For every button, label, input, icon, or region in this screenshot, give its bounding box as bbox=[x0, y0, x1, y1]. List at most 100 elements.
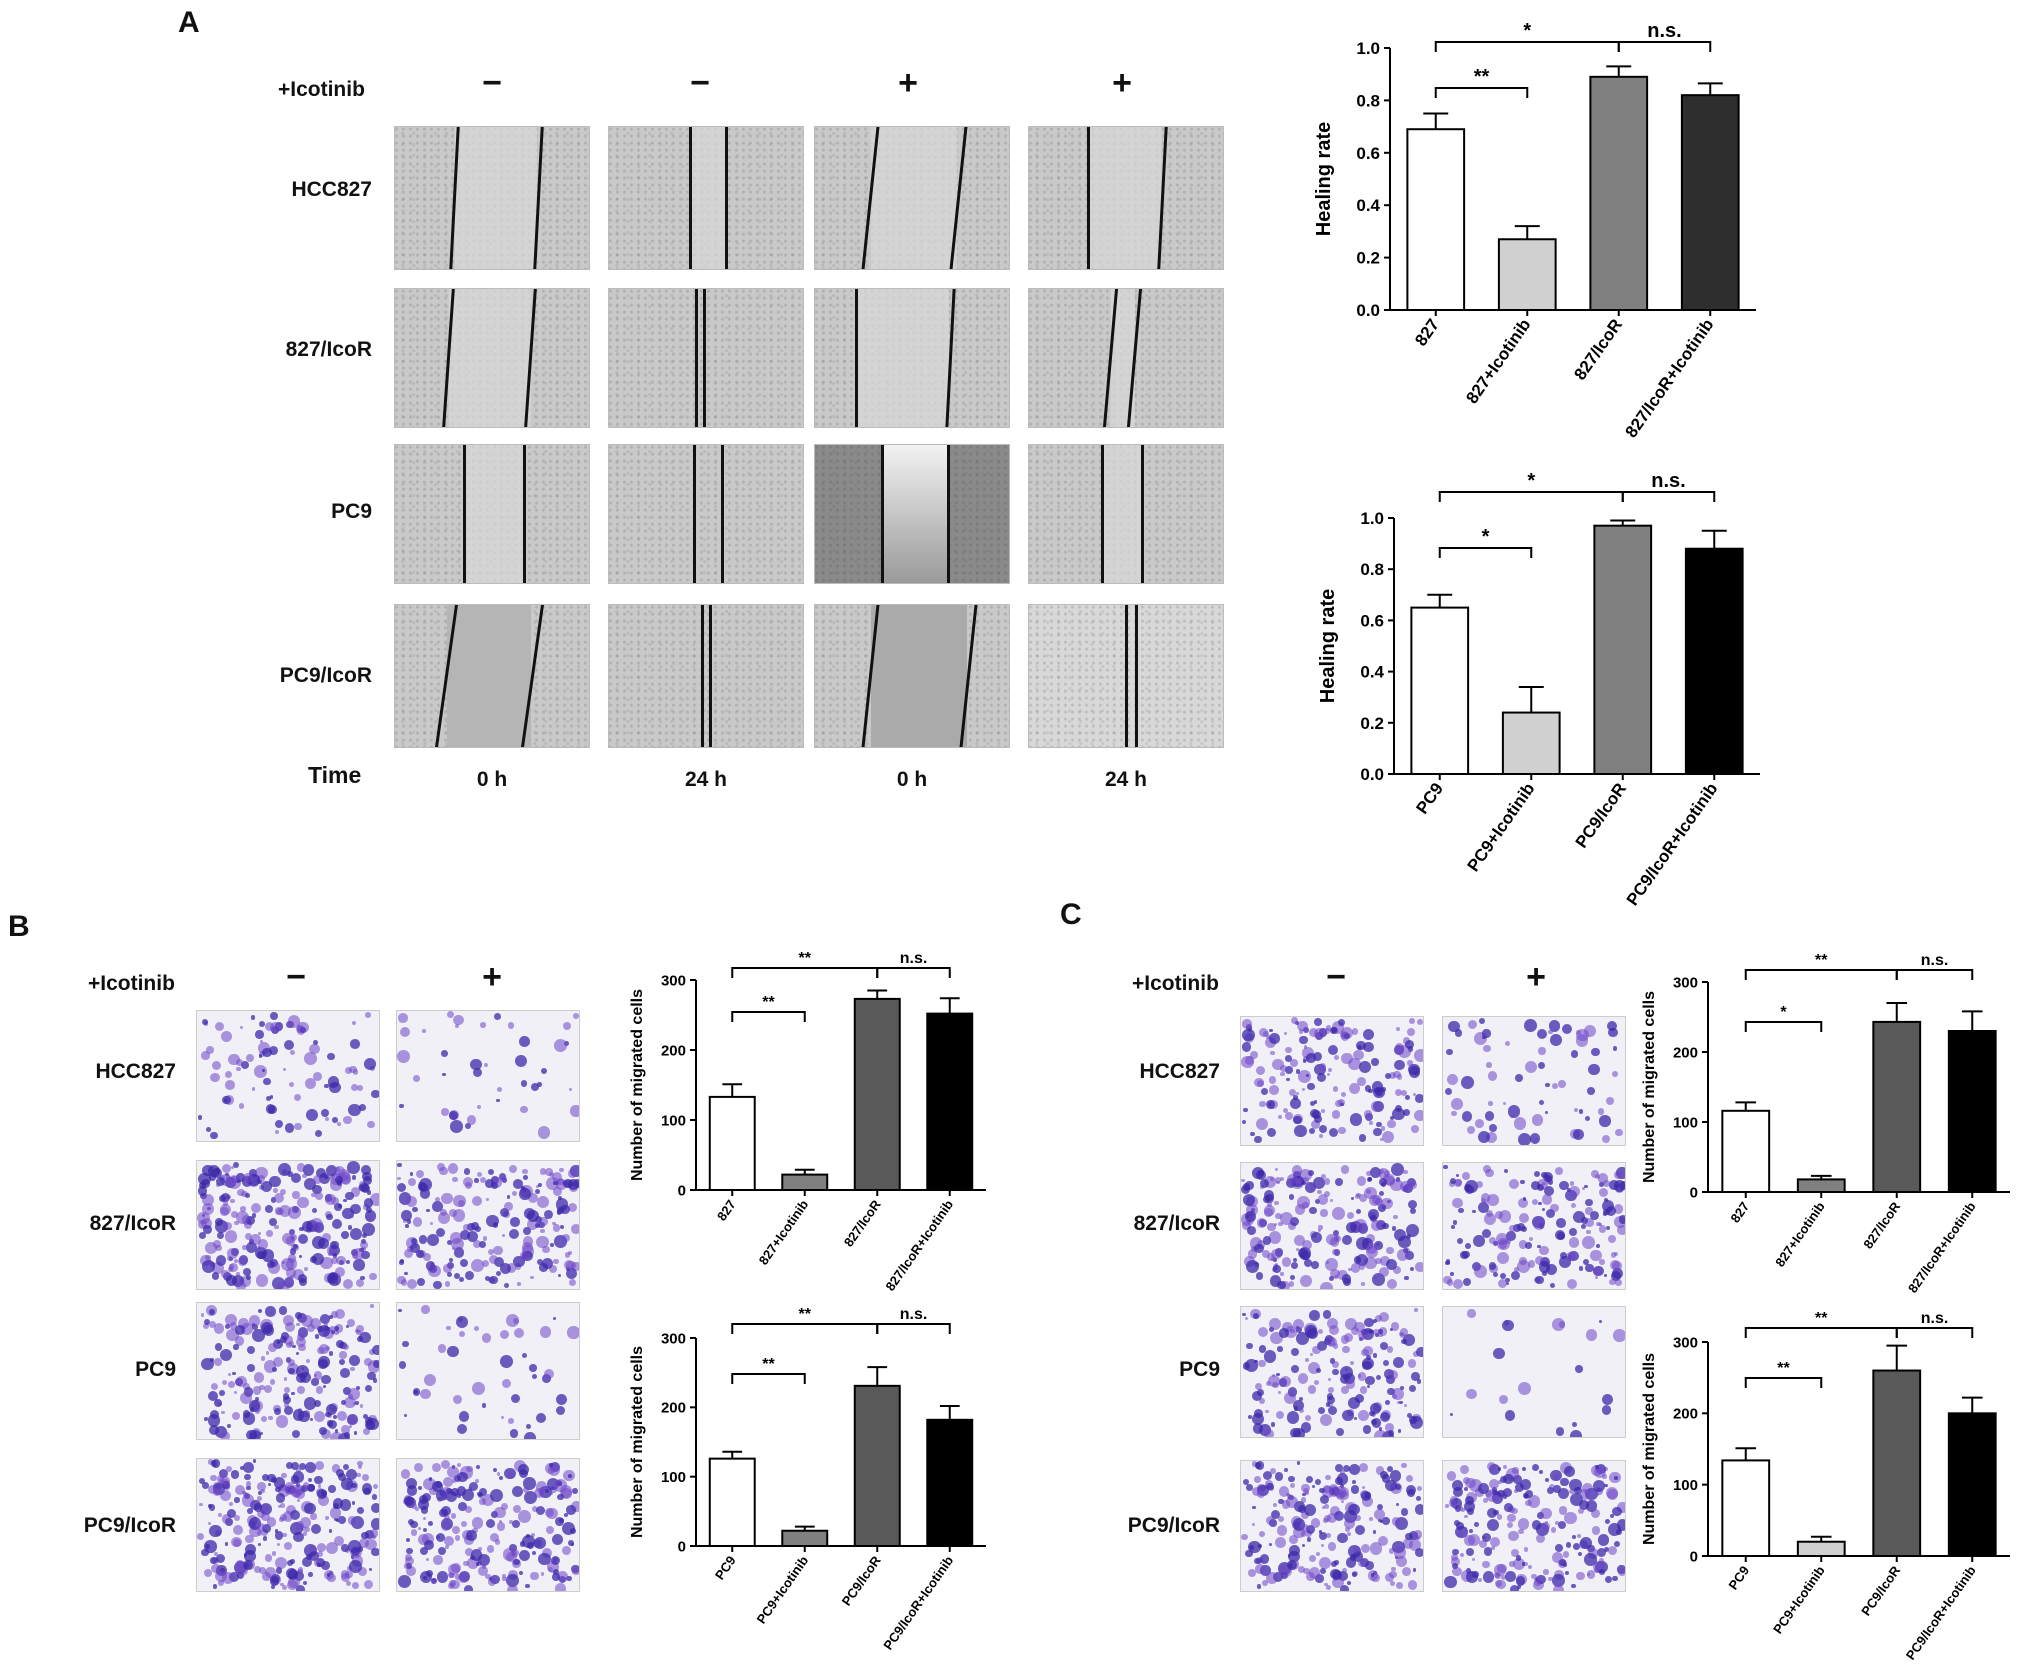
chart-C1: 0 100 200 300 Number of migrated cells 827 827… bbox=[1641, 952, 2010, 1296]
significance-label: ** bbox=[799, 1306, 812, 1323]
panel-a-row-hcc827: HCC827 bbox=[291, 178, 372, 201]
significance-label: ** bbox=[799, 950, 812, 967]
significance-bracket bbox=[1434, 87, 1529, 98]
category-label: PC9+Icotinib bbox=[1770, 1563, 1828, 1636]
category-label: PC9 bbox=[1412, 779, 1447, 817]
chart-A1: 0.0 0.2 0.4 0.6 0.8 1.0 Healing rate 827 827+Ico… bbox=[1313, 20, 1756, 441]
category-label: PC9/IcoR bbox=[839, 1553, 884, 1609]
bar bbox=[1947, 1030, 1997, 1193]
bar bbox=[1796, 1178, 1846, 1194]
panel-b-letter: B bbox=[8, 910, 30, 943]
category-label: PC9/IcoR bbox=[1572, 779, 1630, 851]
category-label: 827/IcoR bbox=[1860, 1199, 1903, 1252]
category-label: PC9 bbox=[1725, 1563, 1752, 1592]
chart-B2: 0 100 200 300 Number of migrated cells PC9 PC9… bbox=[629, 1306, 986, 1653]
significance-bracket bbox=[1744, 1021, 1823, 1032]
category-label: 827/IcoR bbox=[1570, 315, 1626, 383]
scratch-image bbox=[1028, 604, 1224, 748]
significance-bracket bbox=[731, 1373, 806, 1384]
y-tick-label: 0.6 bbox=[1356, 144, 1380, 163]
panel-c-row-pc9-icor: PC9/IcoR bbox=[1127, 1514, 1220, 1537]
category-label: PC9+Icotinib bbox=[1464, 779, 1539, 875]
y-axis-label: Number of migrated cells bbox=[1641, 1353, 1658, 1545]
y-tick-label: 300 bbox=[661, 972, 686, 989]
y-tick-label: 0.0 bbox=[1356, 301, 1380, 320]
transwell-image bbox=[1240, 1306, 1424, 1438]
bar bbox=[1872, 1020, 1922, 1194]
category-label: 827+Icotinib bbox=[756, 1197, 812, 1267]
significance-bracket bbox=[1744, 969, 1898, 980]
y-tick-label: 300 bbox=[1673, 1334, 1698, 1351]
significance-label: * bbox=[1523, 20, 1531, 42]
panel-a-row-pc9: PC9 bbox=[331, 500, 372, 523]
significance-bracket bbox=[1744, 1327, 1898, 1338]
category-label: 827/IcoR bbox=[841, 1197, 884, 1250]
bar bbox=[1721, 1109, 1771, 1194]
bar bbox=[1947, 1412, 1997, 1558]
scratch-image bbox=[814, 288, 1010, 428]
significance-label: n.s. bbox=[900, 1306, 928, 1323]
panel-a-time-label: Time bbox=[308, 762, 362, 788]
significance-label: * bbox=[1780, 1004, 1787, 1021]
significance-bracket bbox=[1895, 969, 1974, 980]
transwell-image bbox=[396, 1458, 580, 1592]
significance-label: n.s. bbox=[1647, 20, 1681, 42]
significance-label: ** bbox=[1815, 952, 1828, 969]
bar bbox=[926, 1418, 974, 1548]
panel-a-row-827-icor: 827/IcoR bbox=[285, 338, 372, 361]
panel-a-row-pc9-icor: PC9/IcoR bbox=[279, 664, 372, 687]
category-label: PC9 bbox=[712, 1553, 739, 1582]
y-axis-label: Healing rate bbox=[1317, 589, 1339, 703]
y-tick-label: 0.8 bbox=[1360, 560, 1384, 579]
bar bbox=[1796, 1540, 1846, 1557]
scratch-image bbox=[814, 444, 1010, 584]
panel-c-sign-2: + bbox=[1526, 958, 1546, 996]
significance-bracket bbox=[1438, 491, 1624, 502]
panel-b-row-pc9: PC9 bbox=[135, 1358, 176, 1381]
significance-bracket bbox=[1895, 1327, 1974, 1338]
transwell-image bbox=[196, 1010, 380, 1142]
chart-B1: 0 100 200 300 Number of migrated cells 827 827… bbox=[629, 950, 986, 1294]
bar bbox=[1406, 128, 1466, 311]
scratch-image bbox=[608, 126, 804, 270]
scratch-image bbox=[1028, 126, 1224, 270]
significance-label: * bbox=[1527, 470, 1535, 492]
scratch-image bbox=[608, 288, 804, 428]
transwell-image bbox=[1240, 1162, 1424, 1290]
significance-bracket bbox=[1438, 547, 1533, 558]
scratch-image bbox=[1028, 444, 1224, 584]
significance-label: ** bbox=[1777, 1360, 1790, 1377]
panel-a-treatment-label: +Icotinib bbox=[278, 78, 365, 101]
y-axis-label: Healing rate bbox=[1313, 122, 1335, 236]
panel-b-treatment-label: +Icotinib bbox=[88, 972, 175, 995]
transwell-image bbox=[396, 1302, 580, 1440]
chart-C2: 0 100 200 300 Number of migrated cells PC9 PC9… bbox=[1641, 1310, 2010, 1663]
bar bbox=[1501, 711, 1561, 775]
y-tick-label: 100 bbox=[1673, 1114, 1698, 1131]
panel-b-sign-1: − bbox=[286, 958, 306, 996]
panel-a-letter: A bbox=[178, 6, 200, 39]
transwell-image bbox=[196, 1160, 380, 1290]
significance-label: n.s. bbox=[900, 950, 928, 967]
panel-a-sign-2: − bbox=[690, 64, 710, 102]
y-tick-label: 300 bbox=[661, 1330, 686, 1347]
significance-label: n.s. bbox=[1921, 1310, 1949, 1327]
y-axis-label: Number of migrated cells bbox=[629, 1346, 646, 1538]
significance-bracket bbox=[731, 1323, 879, 1334]
panel-c-letter: C bbox=[1060, 898, 1082, 931]
scratch-image bbox=[394, 288, 590, 428]
y-tick-label: 1.0 bbox=[1356, 39, 1380, 58]
bar bbox=[1593, 524, 1653, 775]
panel-a-sign-3: + bbox=[898, 64, 918, 102]
y-tick-label: 0.4 bbox=[1356, 196, 1380, 215]
panel-c-row-827-icor: 827/IcoR bbox=[1133, 1212, 1220, 1235]
y-tick-label: 200 bbox=[1673, 1406, 1698, 1423]
scratch-image bbox=[1028, 288, 1224, 428]
scratch-image bbox=[608, 604, 804, 748]
y-tick-label: 0.2 bbox=[1360, 714, 1384, 733]
y-tick-label: 200 bbox=[1673, 1044, 1698, 1061]
bar bbox=[708, 1095, 756, 1192]
significance-label: ** bbox=[1815, 1310, 1828, 1327]
panel-c-row-hcc827: HCC827 bbox=[1139, 1060, 1220, 1083]
